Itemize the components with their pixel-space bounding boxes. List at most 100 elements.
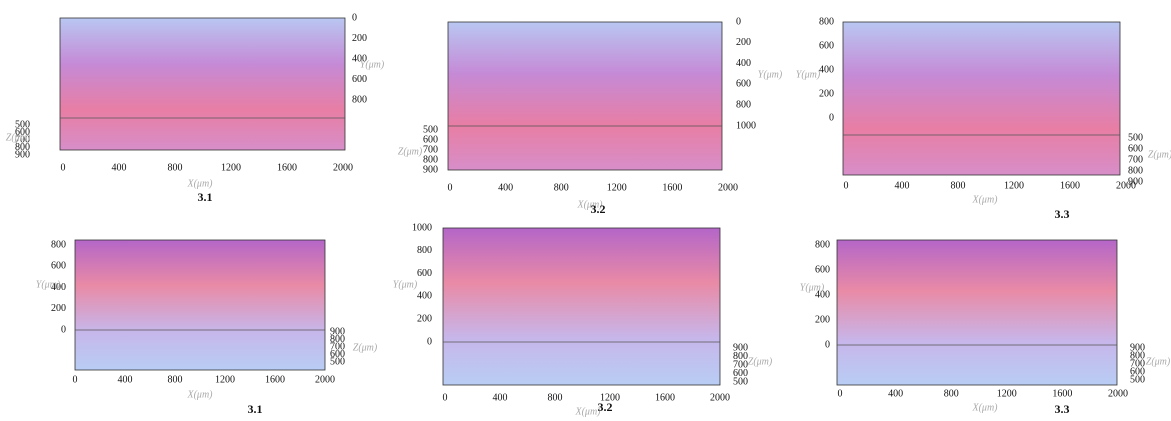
z-tick-label: 600 [733,368,748,379]
x-tick-label: 1600 [655,392,675,403]
y-axis-label: Y(μm) [393,279,418,290]
y-tick-label: 800 [819,16,834,27]
x-tick-label: 800 [951,180,966,191]
y-tick-label: 400 [51,282,66,293]
y-tick-label: 600 [51,261,66,272]
x-tick-label: 1200 [1004,180,1024,191]
y-tick-label: 400 [819,64,834,75]
z-tick-label: 500 [733,376,748,387]
x-tick-label: 1200 [607,182,627,193]
x-tick-label: 2000 [718,182,738,193]
y-tick-label: 0 [736,16,741,27]
x-tick-label: 2000 [1116,180,1136,191]
z-tick-label: 500 [15,119,30,130]
x-tick-label: 400 [888,388,903,399]
y-tick-label: 200 [815,314,830,325]
surface [447,21,723,171]
z-axis-label: Z(μm) [1148,149,1171,160]
y-tick-label: 0 [427,336,432,347]
y-tick-label: 600 [736,79,751,90]
x-tick-label: 800 [168,162,183,173]
x-tick-label: 1600 [265,374,285,385]
x-tick-label: 800 [548,392,563,403]
x-tick-label: 800 [944,388,959,399]
z-tick-label: 900 [1130,342,1145,353]
x-tick-label: 400 [498,182,513,193]
z-tick-label: 500 [1128,132,1143,143]
z-tick-label: 800 [1128,165,1143,176]
z-axis-label: Z(μm) [6,132,31,143]
z-tick-label: 900 [733,342,748,353]
z-axis-label: Z(μm) [398,146,423,157]
x-tick-label: 1200 [215,374,235,385]
y-tick-label: 200 [51,303,66,314]
z-axis-label: Z(μm) [1146,356,1171,367]
y-tick-label: 0 [61,324,66,335]
surface [59,17,346,151]
surface [836,239,1118,386]
x-axis-label: X(μm) [186,389,213,400]
x-axis-label: X(μm) [971,194,998,205]
y-tick-label: 0 [825,339,830,350]
surface [74,239,326,371]
y-tick-label: 600 [819,40,834,51]
x-tick-label: 1600 [1060,180,1080,191]
z-tick-label: 700 [1128,154,1143,165]
z-tick-label: 900 [423,164,438,175]
z-tick-label: 800 [330,334,345,345]
y-tick-label: 800 [352,94,367,105]
z-tick-label: 800 [1130,350,1145,361]
x-tick-label: 2000 [710,392,730,403]
z-tick-label: 600 [1128,143,1143,154]
y-tick-label: 800 [815,239,830,250]
x-tick-label: 1600 [1052,388,1072,399]
z-tick-label: 500 [423,124,438,135]
x-axis-label: X(μm) [576,199,603,210]
x-tick-label: 400 [118,374,133,385]
y-tick-label: 400 [736,58,751,69]
x-tick-label: 400 [112,162,127,173]
y-axis-label: Y(μm) [360,59,385,70]
x-axis-label: X(μm) [186,178,213,189]
y-axis-label: Y(μm) [758,69,783,80]
y-tick-label: 800 [736,99,751,110]
z-tick-label: 600 [15,127,30,138]
caption: 3.2 [591,202,606,216]
y-tick-label: 800 [417,245,432,256]
x-tick-label: 1600 [277,162,297,173]
y-tick-label: 600 [352,74,367,85]
y-axis-label: Y(μm) [796,69,821,80]
z-tick-label: 800 [733,351,748,362]
y-tick-label: 400 [417,291,432,302]
z-tick-label: 700 [733,359,748,370]
z-tick-label: 600 [330,349,345,360]
z-tick-label: 600 [423,134,438,145]
y-tick-label: 200 [352,33,367,44]
y-tick-label: 1000 [736,120,756,131]
x-axis-label: X(μm) [971,402,998,413]
x-tick-label: 400 [493,392,508,403]
y-tick-label: 0 [829,112,834,123]
z-tick-label: 500 [330,356,345,367]
x-tick-label: 800 [168,374,183,385]
y-axis-label: Y(μm) [36,279,61,290]
z-tick-label: 900 [1128,176,1143,187]
y-tick-label: 600 [417,268,432,279]
x-tick-label: 2000 [1108,388,1128,399]
z-tick-label: 500 [1130,374,1145,385]
z-tick-label: 800 [15,142,30,153]
caption: 3.2 [598,400,613,414]
z-tick-label: 700 [423,144,438,155]
z-tick-label: 700 [1130,358,1145,369]
z-tick-label: 700 [330,341,345,352]
y-tick-label: 200 [819,88,834,99]
x-tick-label: 0 [443,392,448,403]
x-tick-label: 2000 [315,374,335,385]
x-tick-label: 400 [895,180,910,191]
caption: 3.1 [198,190,213,204]
x-tick-label: 0 [838,388,843,399]
x-tick-label: 1200 [221,162,241,173]
caption: 3.1 [248,402,263,416]
x-tick-label: 0 [844,180,849,191]
